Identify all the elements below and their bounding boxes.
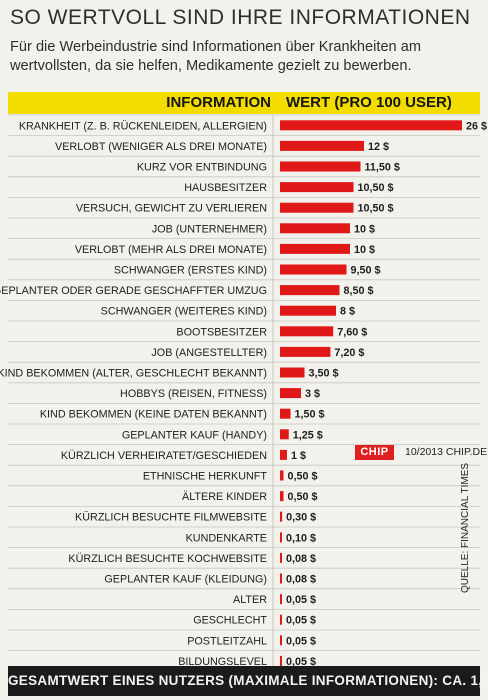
category-label: KÜRZLICH VERHEIRATET/GESCHIEDEN [61,450,267,462]
bar [280,202,354,213]
value-label: 1,25 $ [293,429,323,441]
issue-date: 10/2013 [405,446,443,458]
bar [280,243,350,254]
category-label: ALTER [233,594,267,606]
subtitle: Für die Werbeindustrie sind Informatione… [10,39,422,74]
category-label: BILDUNGSLEVEL [178,656,267,668]
value-label: 0,10 $ [286,532,316,544]
bar [280,408,291,419]
bar [280,367,305,378]
bar [280,573,282,584]
category-label: KUNDENKARTE [186,532,267,544]
category-label: VERLOBT (WENIGER ALS DREI MONATE) [55,141,267,153]
value-label: 0,08 $ [286,553,316,565]
value-label: 10 $ [354,223,375,235]
bar [280,388,301,399]
bar [280,470,284,481]
value-label: 7,20 $ [334,347,364,359]
category-label: VERLOBT (MEHR ALS DREI MONATE) [75,244,267,256]
category-label: BOOTSBESITZER [176,326,267,338]
value-label: 9,50 $ [351,265,381,277]
value-label: 1,50 $ [295,409,325,421]
category-label: KÜRZLICH BESUCHTE FILMWEBSITE [75,512,267,524]
category-label: KURZ VOR ENTBINDUNG [137,162,267,174]
value-label: 0,30 $ [286,512,316,524]
footer-bar: GESAMTWERT EINES NUTZERS (MAXIMALE INFOR… [8,666,488,696]
value-label: 0,05 $ [286,615,316,627]
value-label: 3,50 $ [309,368,339,380]
value-label: 0,05 $ [286,656,316,668]
value-label: 12 $ [368,141,389,153]
bar [280,655,282,666]
category-label: ETHNISCHE HERKUNFT [143,471,268,483]
bar [280,449,287,460]
bar [280,594,282,605]
value-label: 8 $ [340,306,355,318]
category-label: KIND BEKOMMEN (ALTER, GESCHLECHT BEKANNT… [0,368,267,380]
value-label: 10,50 $ [358,182,394,194]
column-header-value: WERT (PRO 100 USER) [286,94,452,111]
category-label: VERSUCH, GEWICHT ZU VERLIEREN [76,203,267,215]
bar [280,120,462,131]
bar [280,223,350,234]
category-label: KIND BEKOMMEN (KEINE DATEN BEKANNT) [40,409,267,421]
chip-logo: CHIP [355,445,394,460]
bar [280,326,334,337]
column-header-bar: INFORMATION WERT (PRO 100 USER) [8,92,480,114]
site-name: CHIP.DE [445,446,488,458]
total-value-text: GESAMTWERT EINES NUTZERS (MAXIMALE INFOR… [8,673,488,688]
bar [280,161,361,172]
bar [280,140,364,151]
category-label: KRANKHEIT (Z. B. RÜCKENLEIDEN, ALLERGIEN… [19,120,267,132]
bar [280,264,347,275]
category-label: HOBBYS (REISEN, FITNESS) [120,388,267,400]
bar [280,182,354,193]
category-label: HAUSBESITZER [184,182,267,194]
value-label: 8,50 $ [344,285,374,297]
value-label: 26 $ [466,120,487,132]
bar [280,346,331,357]
category-label: GEPLANTER KAUF (KLEIDUNG) [104,574,267,586]
bar [280,532,282,543]
bar [280,305,336,316]
category-label: GEPLANTER ODER GERADE GESCHAFFTER UMZUG [0,285,267,297]
category-label: JOB (ANGESTELLTER) [151,347,267,359]
category-label: KÜRZLICH BESUCHTE KOCHWEBSITE [68,553,267,565]
value-label: 0,50 $ [288,471,318,483]
value-label: 10,50 $ [358,203,394,215]
bar [280,491,284,502]
value-label: 0,05 $ [286,635,316,647]
bar [280,429,289,440]
bar [280,552,282,563]
category-label: GEPLANTER KAUF (HANDY) [122,429,267,441]
value-label: 7,60 $ [337,326,367,338]
value-label: 0,08 $ [286,574,316,586]
source-note: QUELLE: FINANCIAL TIMES [460,462,471,593]
category-label: POSTLEITZAHL [187,635,267,647]
value-label: 0,50 $ [288,491,318,503]
column-header-information: INFORMATION [166,94,271,111]
bar [280,635,282,646]
page-title: SO WERTVOLL SIND IHRE INFORMATIONEN [10,6,471,29]
category-label: SCHWANGER (WEITERES KIND) [101,306,267,318]
category-label: JOB (UNTERNEHMER) [152,223,267,235]
category-label: ÄLTERE KINDER [182,491,267,503]
issue-note: 10/2013 CHIP.DE [405,446,487,458]
value-label: 11,50 $ [365,162,400,174]
category-label: SCHWANGER (ERSTES KIND) [114,265,267,277]
bar [280,511,283,522]
category-label: GESCHLECHT [193,615,267,627]
bar [280,614,282,625]
bar [280,285,340,296]
value-label: 3 $ [305,388,320,400]
value-label: 10 $ [354,244,375,256]
value-label: 0,05 $ [286,594,316,606]
value-label: 1 $ [291,450,306,462]
